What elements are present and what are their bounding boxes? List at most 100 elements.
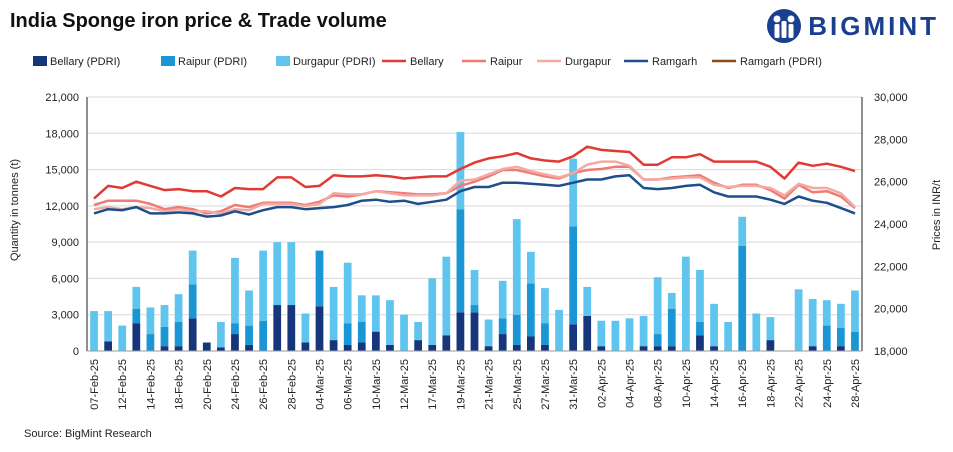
bar-raipur-pdri — [188, 284, 197, 319]
bar-raipur-pdri — [653, 334, 662, 347]
y-right-tick-label: 28,000 — [874, 134, 908, 146]
bar-durgapur-pdri — [667, 292, 676, 309]
bar-raipur-pdri — [696, 321, 704, 336]
bar-durgapur-pdri — [555, 309, 563, 351]
bar-durgapur-pdri — [766, 317, 775, 341]
x-tick-label: 31-Mar-25 — [568, 359, 580, 410]
bar-raipur-pdri — [160, 326, 169, 347]
bar-durgapur-pdri — [259, 250, 268, 321]
bar-bellary-pdri — [245, 344, 253, 351]
legend-swatch — [161, 56, 175, 66]
x-tick-label: 18-Feb-25 — [174, 359, 186, 410]
bar-bellary-pdri — [808, 346, 817, 351]
bar-durgapur-pdri — [188, 250, 197, 285]
bar-durgapur-pdri — [583, 286, 592, 316]
bar-bellary-pdri — [470, 312, 479, 351]
bar-durgapur-pdri — [343, 262, 352, 324]
bar-raipur-pdri — [541, 323, 549, 345]
x-tick-label: 14-Apr-25 — [709, 359, 721, 408]
bar-durgapur-pdri — [794, 289, 803, 351]
legend-label: Bellary — [410, 56, 444, 68]
x-tick-label: 21-Mar-25 — [484, 359, 496, 410]
bar-durgapur-pdri — [329, 286, 338, 341]
x-tick-label: 26-Feb-25 — [258, 359, 270, 410]
x-tick-label: 07-Feb-25 — [89, 359, 101, 410]
legend-label: Durgapur (PDRI) — [293, 56, 376, 68]
bar-raipur-pdri — [231, 323, 239, 335]
bar-bellary-pdri — [428, 344, 437, 351]
legend-label: Ramgarh (PDRI) — [740, 56, 822, 68]
line-raipur — [93, 165, 856, 215]
y-right-tick-label: 30,000 — [874, 92, 908, 104]
bar-bellary-pdri — [526, 336, 535, 351]
bar-bellary-pdri — [104, 341, 113, 351]
bar-bellary-pdri — [231, 334, 239, 351]
bar-bellary-pdri — [569, 324, 578, 351]
bar-durgapur-pdri — [371, 295, 380, 332]
bar-durgapur-pdri — [442, 256, 451, 336]
x-tick-label: 27-Mar-25 — [540, 359, 552, 410]
bar-raipur-pdri — [343, 323, 352, 345]
bar-raipur-pdri — [132, 308, 141, 324]
brand-name: BIGMINT — [808, 10, 939, 41]
bar-raipur-pdri — [851, 331, 859, 351]
brand-logo: BIGMINT — [766, 8, 939, 44]
y-left-tick-label: 0 — [73, 346, 79, 358]
bar-durgapur-pdri — [357, 295, 366, 322]
bar-raipur-pdri — [498, 318, 507, 335]
x-tick-label: 10-Mar-25 — [371, 359, 383, 410]
bar-durgapur-pdri — [386, 300, 394, 345]
x-tick-label: 22-Apr-25 — [794, 359, 806, 408]
bar-durgapur-pdri — [851, 290, 859, 332]
bar-bellary-pdri — [202, 342, 211, 351]
bar-durgapur-pdri — [611, 320, 620, 351]
bar-durgapur-pdri — [836, 303, 845, 329]
bar-bellary-pdri — [696, 335, 704, 351]
bar-durgapur-pdri — [808, 298, 817, 347]
x-tick-label: 24-Feb-25 — [230, 359, 242, 410]
x-tick-label: 12-Feb-25 — [117, 359, 129, 410]
bar-durgapur-pdri — [132, 286, 141, 309]
line-series — [93, 145, 856, 218]
bar-durgapur-pdri — [625, 318, 634, 351]
bar-raipur-pdri — [357, 321, 366, 343]
x-tick-label: 04-Apr-25 — [625, 359, 637, 408]
x-tick-label: 25-Mar-25 — [512, 359, 524, 410]
bar-bellary-pdri — [343, 344, 352, 351]
bar-bellary-pdri — [414, 340, 423, 351]
x-tick-label: 08-Apr-25 — [653, 359, 665, 408]
bar-raipur-pdri — [836, 328, 845, 347]
x-tick-label: 20-Feb-25 — [202, 359, 214, 410]
bar-durgapur-pdri — [639, 315, 648, 347]
bar-raipur-pdri — [456, 209, 465, 313]
x-tick-label: 19-Mar-25 — [455, 359, 467, 410]
chart-legend: Bellary (PDRI) Raipur (PDRI) Durgapur (PDR… — [33, 56, 822, 68]
x-tick-label: 10-Apr-25 — [681, 359, 693, 408]
bar-bellary-pdri — [498, 334, 507, 351]
bar-raipur-pdri — [470, 305, 479, 313]
bar-raipur-pdri — [245, 325, 253, 345]
bar-durgapur-pdri — [146, 307, 155, 335]
bar-raipur-pdri — [315, 250, 324, 307]
bar-raipur-pdri — [738, 245, 747, 351]
legend-label: Ramgarh — [652, 56, 697, 68]
bar-durgapur-pdri — [681, 256, 690, 351]
line-durgapur — [93, 160, 856, 215]
bar-durgapur-pdri — [653, 277, 662, 335]
legend-label: Raipur (PDRI) — [178, 56, 247, 68]
bar-durgapur-pdri — [104, 311, 113, 342]
bar-durgapur-pdri — [541, 288, 549, 324]
bar-bellary-pdri — [583, 315, 592, 351]
bar-durgapur-pdri — [724, 321, 733, 351]
line-ramgarh — [93, 174, 856, 218]
y-right-tick-label: 24,000 — [874, 219, 908, 231]
y-left-tick-label: 6,000 — [51, 273, 79, 285]
bar-durgapur-pdri — [456, 132, 465, 210]
bar-durgapur-pdri — [160, 305, 169, 327]
bar-durgapur-pdri — [470, 269, 479, 306]
bar-durgapur-pdri — [484, 319, 493, 347]
bar-bellary-pdri — [301, 342, 310, 351]
x-tick-label: 24-Apr-25 — [822, 359, 834, 408]
bar-durgapur-pdri — [90, 311, 98, 351]
